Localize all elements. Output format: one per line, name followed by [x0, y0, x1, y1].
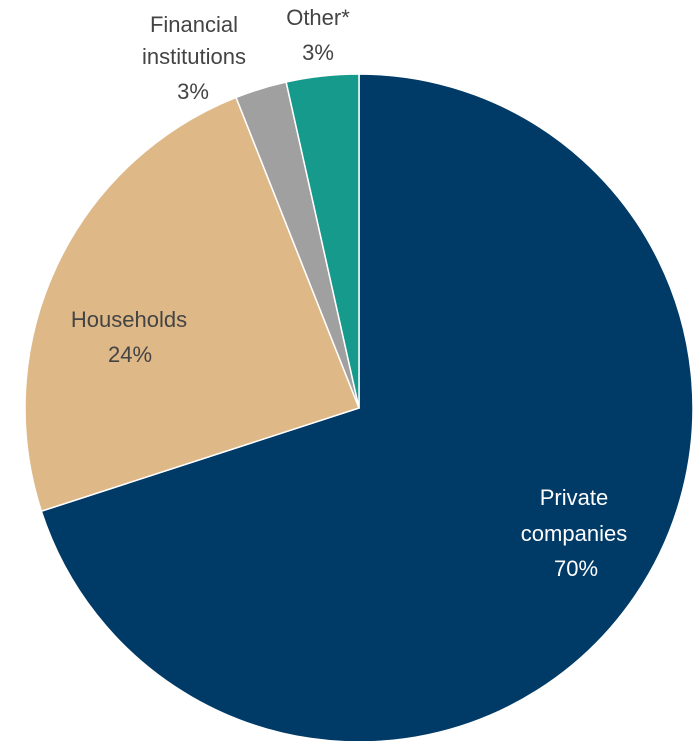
slice-label-private-companies: Private companies: [521, 485, 627, 546]
pie-slices: [24, 73, 694, 741]
slice-label-financial-institutions-line-2: institutions: [142, 44, 246, 69]
slice-label-private-companies-line-1: Private: [540, 485, 608, 510]
slice-label-private-companies-line-2: companies: [521, 521, 627, 546]
slice-percent-households: 24%: [108, 342, 152, 367]
slice-percent-other: 3%: [302, 40, 334, 65]
slice-percent-private-companies: 70%: [554, 556, 598, 581]
slice-percent-financial-institutions: 3%: [177, 79, 209, 104]
pie-slice-households: [24, 96, 360, 513]
slice-label-households: Households: [71, 307, 187, 332]
slice-label-financial-institutions-line-1: Financial: [150, 12, 238, 37]
pie-slice-private-companies: [40, 73, 694, 741]
slice-label-other: Other*: [286, 5, 350, 30]
pie-slice-other: [285, 73, 360, 409]
slice-label-financial-institutions: Financial institutions: [142, 12, 246, 69]
